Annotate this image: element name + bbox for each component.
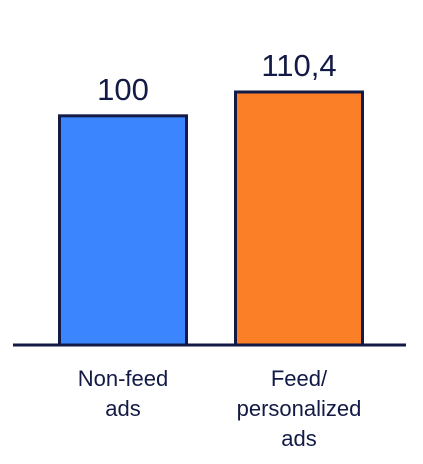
value-label-1: 100 xyxy=(97,72,149,107)
category-label-2-line-2: personalized xyxy=(237,396,362,421)
bar-group xyxy=(58,90,364,347)
category-label-1-line-1: Non-feed xyxy=(78,366,169,391)
value-label-2: 110,4 xyxy=(261,48,336,83)
category-label-group: Non-feed ads Feed/personalized ads xyxy=(78,366,362,451)
bar-2 xyxy=(234,90,364,347)
category-label-2-line-3: ads xyxy=(281,426,316,451)
category-label-1-line-2: ads xyxy=(105,396,140,421)
category-label-2-line-1: Feed/ xyxy=(271,366,328,391)
value-label-group: 100 110,4 xyxy=(97,48,337,107)
bar-1 xyxy=(58,114,188,347)
